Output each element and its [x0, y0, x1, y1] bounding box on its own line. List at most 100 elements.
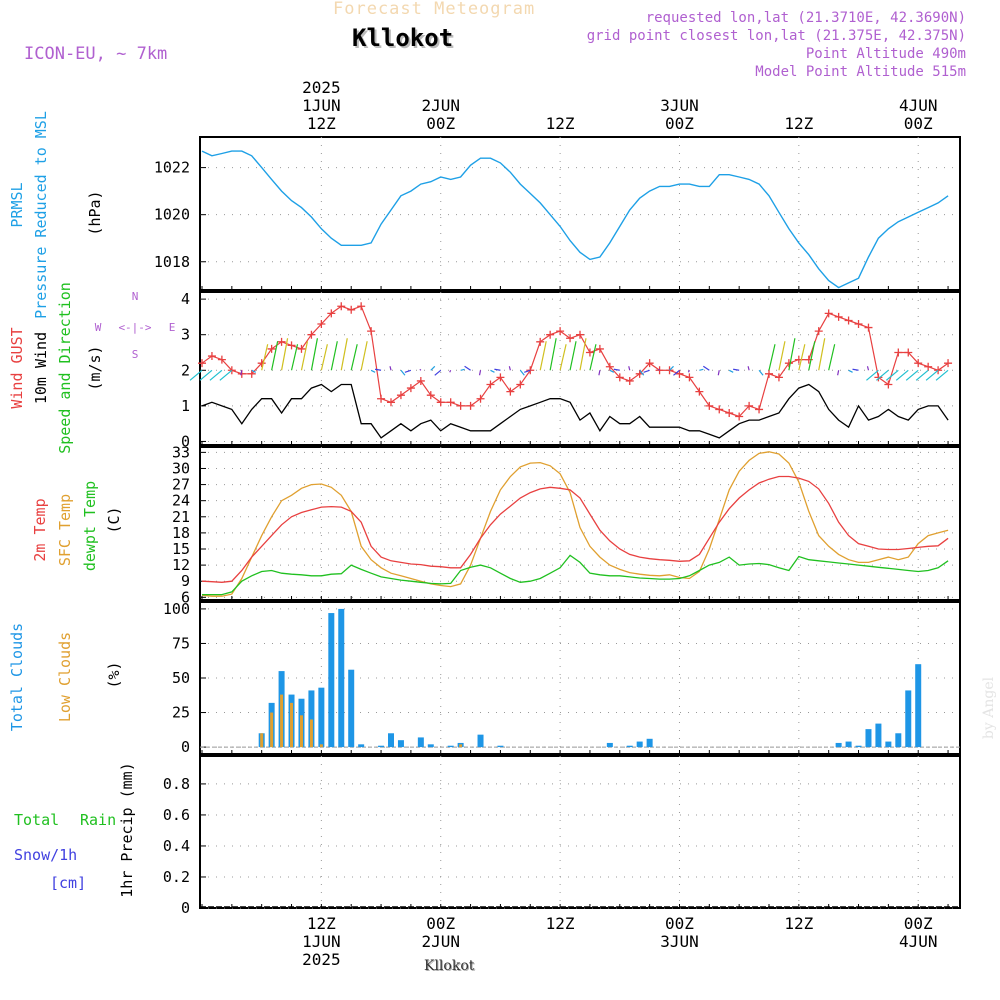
wind-arrow: [524, 369, 531, 373]
ytick-label-clouds: 75: [172, 634, 190, 652]
total-cloud-bar: [626, 745, 633, 748]
model-altitude: Model Point Altitude 515m: [755, 64, 966, 80]
low-cloud-bar: [319, 744, 323, 748]
clouds-unit: (%): [105, 661, 123, 688]
total-cloud-bar: [338, 608, 345, 748]
wind-arrow: [866, 366, 870, 371]
gust-marker: [765, 369, 773, 378]
top-time-label: 00Z: [665, 114, 694, 133]
footer-location: Kllokot: [424, 958, 475, 974]
gust-marker: [824, 309, 833, 318]
ytick-label-wind: 3: [181, 326, 190, 344]
wind-arrow: [430, 365, 436, 371]
gust-marker: [277, 337, 286, 346]
bottom-time-label: 1JUN: [302, 932, 341, 951]
precip-snow-label: Snow/1h: [14, 846, 77, 864]
total-cloud-bar: [328, 613, 335, 748]
wind-arrow: [758, 369, 764, 376]
wind-arrow: [271, 341, 279, 371]
wind10m-label: 10m Wind: [32, 332, 50, 404]
wind-arrow: [628, 366, 631, 371]
wind-arrow: [699, 368, 704, 371]
wind-arrow: [852, 368, 859, 371]
total-cloud-bar: [885, 741, 892, 748]
pressure-line: [201, 150, 949, 289]
gust-marker: [267, 344, 276, 353]
wind-arrow: [768, 344, 776, 371]
total-cloud-bar: [855, 745, 862, 748]
wind-arrow: [219, 369, 233, 381]
temp2m-label: 2m Temp: [31, 498, 49, 561]
low-cloud-bar: [299, 715, 303, 748]
gust-marker: [784, 359, 793, 368]
ytick-label-clouds: 50: [172, 669, 190, 687]
top-time-label: 1JUN: [302, 96, 341, 115]
total-cloud-bar: [835, 742, 842, 748]
low-cloud-bar: [459, 744, 463, 748]
wind-arrow: [549, 338, 557, 371]
bottom-time-label: 4JUN: [899, 932, 938, 951]
wind-arrow: [866, 369, 879, 381]
ytick-label-wind: 2: [181, 361, 190, 379]
gust-marker: [774, 373, 783, 382]
wind-arrow: [478, 370, 482, 376]
gust-marker: [814, 327, 823, 336]
gust-marker: [944, 359, 953, 368]
ytick-label-temperature: 21: [172, 508, 190, 526]
bottom-time-label: 3JUN: [660, 932, 699, 951]
product-title: Forecast Meteogram: [333, 0, 536, 19]
gust-marker: [725, 408, 734, 417]
bottom-time-label: 12Z: [307, 914, 336, 933]
gust-marker: [844, 316, 853, 325]
pressure-label: PRMSL: [8, 182, 26, 227]
wind-arrow: [340, 338, 348, 371]
temp-unit: (C): [105, 506, 123, 533]
wind-arrow: [788, 338, 796, 371]
requested-coords: requested lon,lat (21.3710E, 42.3690N): [645, 10, 966, 26]
ytick-label-temperature: 27: [172, 476, 190, 494]
wind-arrow: [837, 370, 840, 376]
wind-arrow: [559, 344, 567, 371]
ytick-label-clouds: 25: [172, 704, 190, 722]
ytick-label-temperature: 24: [172, 492, 190, 510]
wind-arrow: [290, 344, 299, 371]
gust-marker: [645, 359, 654, 368]
wind-arrow: [251, 369, 257, 373]
gust-marker: [755, 405, 764, 414]
precip-snow-unit: [cm]: [50, 874, 86, 892]
total-cloud-bar: [497, 745, 504, 748]
wind-arrow: [539, 341, 547, 371]
gust-marker: [396, 391, 405, 400]
gust-marker: [536, 337, 545, 346]
total-cloud-bar: [905, 690, 912, 748]
gust-marker: [605, 362, 614, 371]
wind-arrow: [389, 366, 392, 371]
bottom-time-label: 12Z: [784, 914, 813, 933]
ytick-label-pressure: 1018: [154, 253, 190, 271]
wind-arrow: [818, 338, 826, 371]
gust-marker: [576, 330, 584, 339]
compass-west: W: [95, 321, 102, 334]
gust-marker: [207, 352, 216, 361]
wind-arrow: [915, 369, 929, 381]
ytick-label-clouds: 100: [163, 600, 190, 618]
gust-marker: [367, 327, 376, 336]
total-cloud-bar: [378, 745, 385, 748]
compass-south: S: [132, 348, 139, 361]
total-cloud-bar: [915, 664, 922, 748]
top-time-label: 12Z: [546, 114, 575, 133]
bottom-time-label: 00Z: [904, 914, 933, 933]
gust-marker: [735, 412, 744, 421]
top-time-label: 3JUN: [660, 96, 699, 115]
dewpt-label: dewpt Temp: [81, 481, 99, 571]
wind-arrow: [905, 369, 919, 381]
total-cloud-bar: [397, 740, 404, 748]
top-time-label: 4JUN: [899, 96, 938, 115]
compass-north: N: [132, 290, 139, 303]
gust-marker: [566, 334, 575, 343]
gust-marker: [705, 401, 714, 410]
wind-arrow: [261, 344, 269, 371]
low-cloud-bar: [280, 694, 284, 748]
gust-marker: [416, 376, 425, 385]
